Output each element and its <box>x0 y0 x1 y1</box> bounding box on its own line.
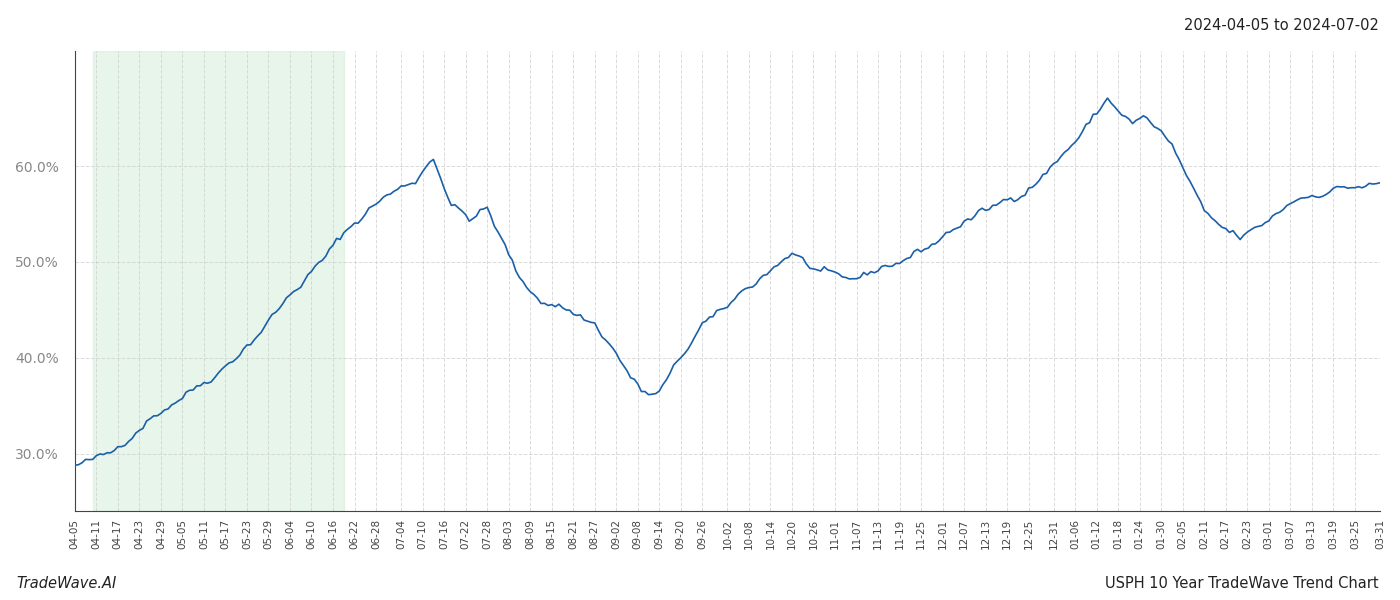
Text: USPH 10 Year TradeWave Trend Chart: USPH 10 Year TradeWave Trend Chart <box>1106 576 1379 591</box>
Text: 2024-04-05 to 2024-07-02: 2024-04-05 to 2024-07-02 <box>1184 18 1379 33</box>
Bar <box>92 51 344 511</box>
Text: TradeWave.AI: TradeWave.AI <box>17 576 118 591</box>
